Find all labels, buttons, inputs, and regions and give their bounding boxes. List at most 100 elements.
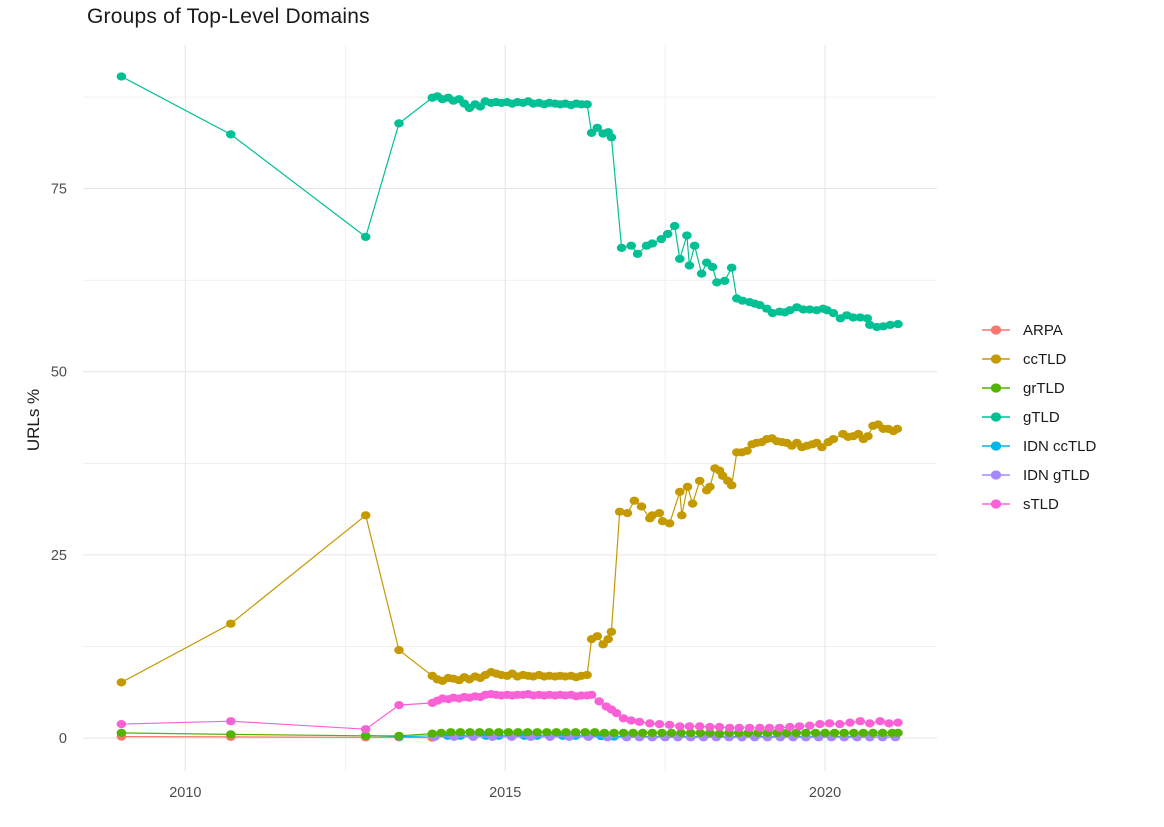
data-point-cctld	[677, 511, 687, 520]
data-point-cctld	[892, 424, 903, 433]
data-point-cctld	[863, 432, 873, 441]
data-point-stld	[855, 717, 865, 726]
data-point-stld	[835, 720, 845, 729]
series-line-gtld	[121, 75, 899, 328]
data-point-cctld	[664, 519, 675, 528]
data-point-gtld	[885, 320, 896, 329]
data-point-stld	[785, 722, 795, 732]
data-point-grtld	[561, 728, 571, 737]
data-point-gtld	[719, 276, 730, 285]
data-point-grtld	[609, 728, 619, 738]
data-point-cctld	[636, 502, 647, 511]
legend-item-gtld: gTLD	[981, 407, 1096, 427]
data-point-grtld	[810, 728, 821, 738]
data-point-cctld	[592, 632, 603, 641]
data-point-grtld	[503, 728, 514, 737]
legend-item-label: IDN ccTLD	[1023, 437, 1097, 455]
data-point-grtld	[829, 728, 840, 738]
data-point-cctld	[675, 487, 685, 496]
data-point-cctld	[682, 482, 693, 491]
data-point-grtld	[427, 729, 438, 738]
data-point-stld	[626, 716, 636, 725]
data-point-grtld	[858, 728, 869, 738]
data-point-cctld	[817, 443, 827, 452]
data-point-grtld	[791, 728, 802, 738]
data-point-cctld	[694, 476, 705, 485]
data-point-cctld	[582, 670, 592, 680]
data-point-grtld	[590, 728, 600, 737]
y-tick-label: 0	[59, 731, 67, 747]
data-point-grtld	[580, 728, 590, 737]
data-point-gtld	[684, 261, 695, 270]
data-point-grtld	[839, 728, 849, 738]
data-point-gtld	[696, 269, 707, 278]
y-tick-label: 50	[51, 365, 67, 381]
data-point-grtld	[647, 728, 658, 738]
data-point-stld	[884, 719, 894, 728]
data-point-stld	[645, 719, 655, 728]
legend-key-cctld-icon	[982, 354, 1010, 364]
data-point-cctld	[654, 508, 665, 518]
series-line-stld	[121, 693, 899, 730]
data-point-stld	[875, 717, 885, 726]
legend-item-stld: sTLD	[981, 494, 1096, 514]
legend-item-grtld: grTLD	[981, 378, 1096, 398]
data-point-gtld	[632, 249, 643, 258]
data-point-grtld	[637, 728, 648, 738]
data-point-cctld	[116, 678, 127, 687]
data-point-grtld	[877, 728, 888, 738]
data-point-grtld	[551, 728, 562, 737]
legend-item-label: sTLD	[1023, 495, 1059, 513]
legend-key-idn-gtld-icon	[982, 470, 1010, 480]
data-point-gtld	[855, 313, 865, 322]
legend-key-dot	[990, 354, 1002, 364]
data-point-gtld	[893, 320, 903, 329]
data-point-stld	[618, 714, 629, 723]
legend-item-arpa: ARPA	[981, 320, 1096, 340]
y-tick-label: 25	[51, 548, 67, 564]
data-point-grtld	[893, 728, 903, 738]
data-point-gtld	[647, 239, 658, 248]
data-point-stld	[714, 722, 725, 732]
data-point-cctld	[614, 507, 625, 516]
legend-key-dot	[990, 383, 1002, 393]
legend-key-dot	[990, 325, 1002, 335]
axis-tick-labels: 0 25 50 75 2010 2015 2020	[51, 182, 841, 801]
data-point-grtld	[657, 728, 667, 738]
legend-item-label: IDN gTLD	[1023, 466, 1090, 484]
data-point-grtld	[513, 728, 523, 737]
data-point-cctld	[687, 499, 698, 508]
series-gtld	[116, 72, 903, 332]
legend-key-grtld-icon	[982, 383, 1010, 393]
data-point-grtld	[494, 728, 504, 737]
data-point-gtld	[726, 263, 737, 272]
data-point-gtld	[394, 119, 404, 128]
data-point-stld	[664, 720, 675, 729]
data-point-stld	[845, 718, 855, 727]
data-point-stld	[764, 723, 775, 732]
data-point-gtld	[804, 305, 815, 314]
x-tick-label: 2015	[489, 785, 521, 801]
data-point-cctld	[603, 635, 613, 644]
data-point-stld	[694, 722, 705, 731]
data-point-gtld	[226, 130, 236, 139]
data-point-cctld	[606, 627, 617, 636]
data-point-gtld	[675, 254, 685, 263]
data-point-gtld	[662, 229, 673, 239]
legend-item-idn-cctld: IDN ccTLD	[981, 436, 1096, 456]
data-point-grtld	[542, 728, 552, 737]
legend-item-label: ARPA	[1023, 321, 1063, 339]
series-grtld	[116, 728, 903, 740]
data-point-grtld	[714, 729, 725, 738]
data-point-gtld	[755, 301, 765, 310]
data-point-gtld	[689, 241, 700, 250]
data-point-gtld	[592, 123, 603, 132]
data-point-gtld	[682, 231, 692, 240]
data-point-stld	[634, 717, 645, 727]
data-point-cctld	[705, 482, 715, 491]
legend-item-idn-gtld: IDN gTLD	[981, 465, 1096, 485]
legend-item-cctld: ccTLD	[981, 349, 1096, 369]
data-point-stld	[794, 722, 805, 731]
